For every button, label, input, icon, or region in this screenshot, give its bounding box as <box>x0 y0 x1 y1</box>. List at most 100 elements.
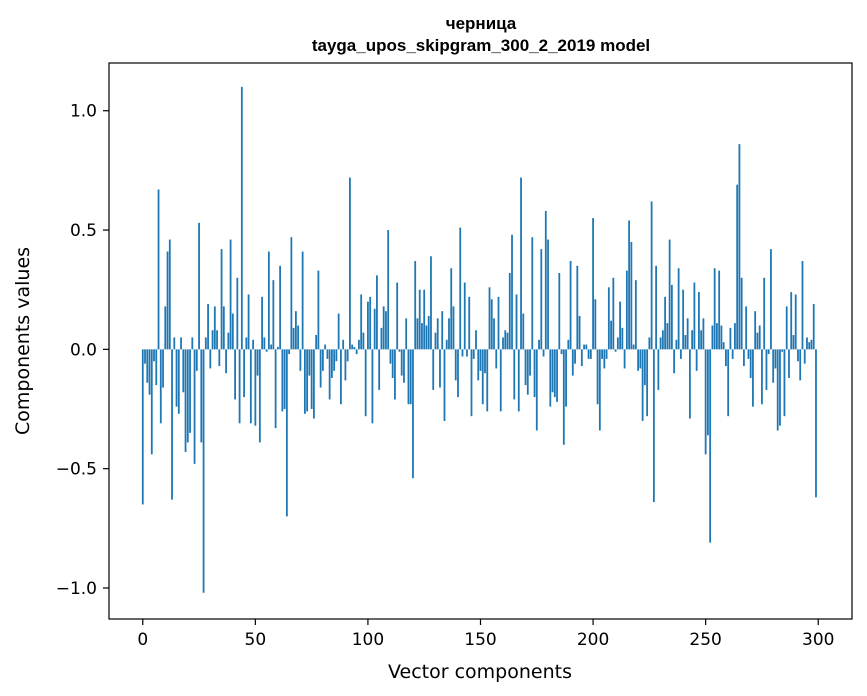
bar-57 <box>270 344 273 350</box>
bar-146 <box>470 349 473 417</box>
bar-213 <box>621 327 624 350</box>
bar-156 <box>493 318 495 350</box>
bar-22 <box>191 337 194 350</box>
y-axis-label: Components values <box>12 247 34 435</box>
bar-159 <box>499 349 502 412</box>
bar-269 <box>747 349 750 359</box>
bar-121 <box>414 261 417 350</box>
bar-203 <box>598 349 601 431</box>
bar-39 <box>229 239 232 350</box>
bar-55 <box>265 349 268 352</box>
y-tick-label: 0.5 <box>70 221 97 241</box>
bar-141 <box>459 227 462 350</box>
bar-35 <box>220 249 223 350</box>
bar-32 <box>213 306 216 350</box>
bar-111 <box>391 349 394 378</box>
bar-158 <box>497 296 500 350</box>
bar-253 <box>711 325 714 350</box>
bar-177 <box>540 249 543 350</box>
bar-282 <box>776 349 779 431</box>
bar-83 <box>328 349 331 400</box>
x-tick-label: 50 <box>245 630 267 650</box>
bar-209 <box>612 277 615 350</box>
bar-271 <box>752 349 754 407</box>
bar-230 <box>659 337 662 350</box>
bar-263 <box>734 323 736 350</box>
bar-86 <box>335 349 338 362</box>
bar-63 <box>283 349 286 410</box>
bar-228 <box>655 265 658 350</box>
bar-190 <box>569 261 572 350</box>
bar-91 <box>346 349 349 362</box>
bar-25 <box>198 222 200 350</box>
bar-126 <box>425 325 428 350</box>
bar-144 <box>466 349 468 357</box>
bar-80 <box>321 349 324 371</box>
bar-5 <box>153 349 155 362</box>
bar-259 <box>725 349 727 367</box>
bar-40 <box>231 313 234 350</box>
bar-116 <box>403 349 405 383</box>
bar-104 <box>376 275 378 350</box>
bar-169 <box>522 313 525 350</box>
bar-195 <box>580 349 583 367</box>
bar-135 <box>445 339 448 350</box>
bar-129 <box>432 349 435 390</box>
bar-95 <box>355 349 358 355</box>
bar-6 <box>155 349 158 386</box>
bar-102 <box>371 349 374 424</box>
bar-168 <box>520 177 522 350</box>
bar-64 <box>285 349 288 517</box>
bar-183 <box>553 349 556 398</box>
bar-132 <box>439 349 441 388</box>
bar-78 <box>317 270 320 350</box>
bar-289 <box>792 335 795 350</box>
bar-77 <box>315 335 318 350</box>
bar-72 <box>303 349 306 414</box>
x-tick-label: 0 <box>137 630 148 650</box>
y-tick-label: −1.0 <box>56 579 97 599</box>
bar-31 <box>211 330 214 350</box>
x-axis-label: Vector components <box>388 661 572 683</box>
bar-196 <box>583 344 585 350</box>
bar-266 <box>740 277 743 350</box>
bar-226 <box>650 201 653 350</box>
bar-79 <box>319 349 322 388</box>
bar-298 <box>812 304 815 350</box>
bar-192 <box>574 349 576 364</box>
bar-242 <box>686 318 689 350</box>
bar-58 <box>272 280 275 350</box>
bar-14 <box>173 337 176 350</box>
bar-139 <box>454 349 457 381</box>
bar-197 <box>585 344 588 350</box>
y-tick-label: 0.0 <box>70 340 97 360</box>
bar-163 <box>508 272 511 350</box>
bar-187 <box>562 349 565 445</box>
bar-280 <box>772 349 775 383</box>
bar-167 <box>517 349 520 412</box>
bar-49 <box>252 339 254 350</box>
bar-212 <box>619 301 621 350</box>
bar-0 <box>141 349 144 505</box>
bar-285 <box>783 349 786 417</box>
bar-69 <box>297 325 300 350</box>
bar-75 <box>310 349 313 410</box>
bar-108 <box>385 311 387 350</box>
bar-150 <box>479 349 482 371</box>
bar-200 <box>592 218 594 350</box>
bar-151 <box>481 349 484 405</box>
bar-219 <box>634 280 637 350</box>
bar-76 <box>312 349 315 419</box>
x-axis-ticks: 0 50 100 150 200 250 300 <box>137 619 834 650</box>
bar-90 <box>344 349 347 381</box>
x-tick-label: 300 <box>802 630 834 650</box>
bar-205 <box>603 349 606 369</box>
bar-62 <box>281 349 284 412</box>
bar-118 <box>407 349 410 405</box>
bar-7 <box>157 189 160 350</box>
bar-19 <box>184 349 187 452</box>
bar-66 <box>290 237 293 350</box>
bar-239 <box>679 349 682 359</box>
bar-248 <box>700 330 703 350</box>
bar-8 <box>159 349 162 424</box>
